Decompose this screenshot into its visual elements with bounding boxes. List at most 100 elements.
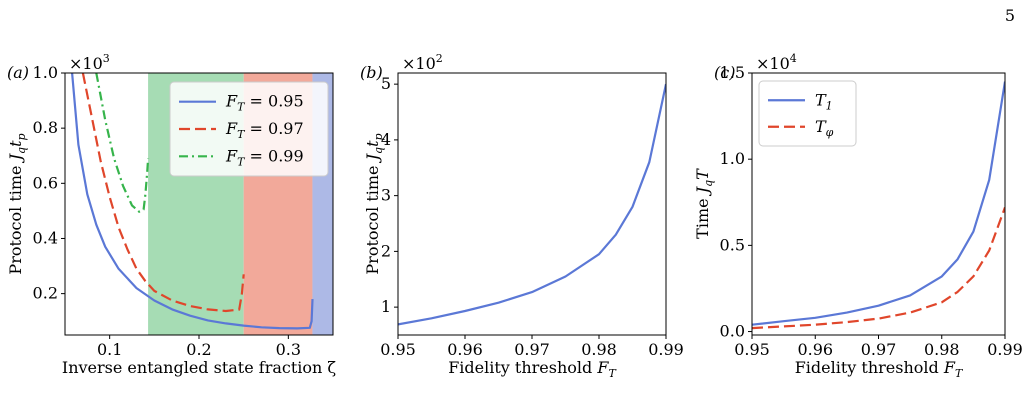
legend-label-value: = 0.95 [244, 92, 303, 111]
x-tick-label: 0.98 [924, 340, 960, 359]
y-tick-label: 2 [381, 241, 391, 260]
y-tick-label: 4 [381, 130, 391, 149]
y-tick-label: 1.5 [720, 63, 745, 82]
legend-label-sub: T [237, 101, 246, 114]
panel-0: 0.1 0.2 0.3 0.2 0.4 0.6 0.8 1.0 ×103 (a) Inverse e… [6, 52, 336, 377]
panel-label: (b) [360, 63, 383, 82]
y-tick-label: 0.4 [33, 228, 58, 247]
y-axis-label-var: J [6, 152, 25, 163]
y-axis-label: Time JqT [693, 168, 715, 239]
legend-label: FT = 0.97 [225, 119, 304, 141]
x-tick-label: 0.95 [734, 340, 770, 359]
y-tick-label: 1.0 [33, 63, 58, 82]
x-axis-label-text: Fidelity threshold [448, 358, 597, 377]
x-axis-label-text: Fidelity threshold [795, 358, 944, 377]
y-axis-label-sub: q [15, 147, 28, 154]
y-tick-label: 0.5 [720, 235, 745, 254]
y-multiplier-exponent: 4 [790, 52, 797, 65]
panel-1: 0.95 0.96 0.97 0.98 0.9912345×102(b)Fidelity… [360, 52, 684, 380]
x-axis-label: Fidelity threshold FT [448, 358, 617, 380]
y-axis-label-var2: t [6, 140, 25, 147]
legend-label-sub: T [237, 155, 246, 168]
x-tick-label: 0.98 [581, 340, 617, 359]
legend-label-var: F [225, 146, 238, 165]
y-tick-label: 0.0 [720, 322, 745, 341]
series-line-0 [752, 81, 1005, 326]
legend-label-sub: T [237, 128, 246, 141]
series-line-0 [398, 83, 666, 326]
series-group [71, 73, 314, 330]
series-group [398, 83, 666, 326]
x-axis-label-sub: T [608, 367, 617, 380]
panel-label: (c) [714, 63, 735, 82]
legend-label: FT = 0.99 [225, 146, 304, 168]
legend-label-var: F [225, 119, 238, 138]
legend-label-sub: 1 [826, 99, 833, 112]
y-axis-label-var: J [363, 152, 382, 163]
legend-label-value: = 0.97 [244, 119, 303, 138]
y-multiplier: ×104 [756, 52, 797, 73]
y-multiplier-exponent: 3 [103, 52, 110, 65]
y-multiplier-base: ×10 [756, 54, 790, 73]
x-axis-label-var: F [943, 358, 956, 377]
y-axis-label-sub: q [372, 147, 385, 154]
x-tick-label: 0.96 [797, 340, 833, 359]
y-axis-label: Protocol time Jqtp [6, 133, 28, 274]
x-tick-label: 0.3 [276, 340, 301, 359]
y-axis-label-sub: q [702, 180, 715, 187]
x-tick-label: 0.95 [380, 340, 416, 359]
panel-2: 0.95 0.96 0.97 0.98 0.99 0.0 0.5 1.0 1.5 ×104 (c) F… [693, 52, 1023, 380]
y-axis-label-var2: t [363, 140, 382, 147]
y-tick-label: 1 [381, 297, 391, 316]
y-tick-label: 3 [381, 186, 391, 205]
series-line-2 [95, 73, 150, 213]
y-tick-label: 0.2 [33, 284, 58, 303]
series-line-1 [752, 207, 1005, 330]
legend-label-var: T [815, 117, 827, 136]
legend-label: T1 [815, 90, 833, 112]
x-tick-label: 0.96 [447, 340, 483, 359]
legend-label: FT = 0.95 [225, 92, 304, 114]
y-tick-label: 0.6 [33, 173, 58, 192]
x-tick-label: 0.99 [648, 340, 684, 359]
y-tick-label: 5 [381, 74, 391, 93]
x-tick-label: 0.97 [514, 340, 550, 359]
legend-label-var: F [225, 92, 238, 111]
x-tick-label: 0.97 [861, 340, 897, 359]
y-multiplier-base: ×10 [69, 54, 103, 73]
x-tick-label: 0.1 [97, 340, 122, 359]
y-axis-label-var2: T [693, 168, 712, 180]
y-multiplier-base: ×10 [402, 54, 436, 73]
y-multiplier: ×103 [69, 52, 110, 73]
y-multiplier-exponent: 2 [436, 52, 443, 65]
x-axis-label-var: F [596, 358, 609, 377]
x-axis-label: Inverse entangled state fraction ζ [62, 358, 337, 377]
page-number: 5 [1004, 6, 1015, 25]
y-axis-label-sub2: p [372, 133, 385, 140]
y-axis-label-text: Protocol time [363, 160, 382, 274]
series-group [752, 81, 1005, 330]
y-tick-label: 1.0 [720, 149, 745, 168]
panel-label: (a) [7, 63, 29, 82]
x-axis-label-sub: T [955, 367, 964, 380]
y-tick-label: 0.8 [33, 118, 58, 137]
legend-label: Tφ [815, 117, 834, 139]
y-axis-label: Protocol time Jqtp [363, 133, 385, 274]
y-multiplier: ×102 [402, 52, 443, 73]
y-axis-label-sub2: p [15, 133, 28, 140]
x-axis-label: Fidelity threshold FT [795, 358, 964, 380]
y-axis-label-text: Time [693, 193, 712, 239]
x-tick-label: 0.2 [186, 340, 211, 359]
plot-frame [397, 72, 667, 336]
series-line-1 [81, 73, 245, 313]
legend-label-var: T [815, 90, 827, 109]
y-axis-label-var: J [693, 185, 712, 196]
y-axis-label-text: Protocol time [6, 160, 25, 274]
legend-label-sub: φ [826, 126, 834, 139]
legend-label-value: = 0.99 [244, 146, 303, 165]
legend-box [169, 81, 329, 177]
legend-box [758, 80, 857, 147]
